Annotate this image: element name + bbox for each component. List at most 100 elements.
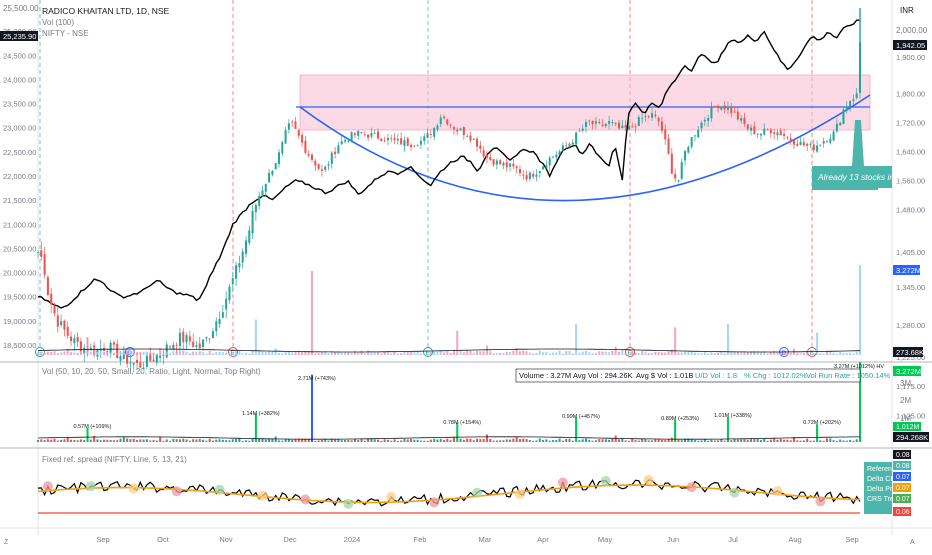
volume-bar-pane (433, 438, 436, 442)
candle-body (492, 158, 495, 165)
volume-bar-pane (254, 413, 257, 442)
candle-body (789, 138, 792, 141)
volume-bar-pane (502, 440, 505, 442)
candle-body (36, 252, 40, 254)
candle-body (594, 121, 597, 124)
candle (211, 328, 214, 339)
right-axis-tick: 1,480.00 (896, 206, 925, 215)
candle (763, 123, 766, 136)
candle (390, 134, 393, 143)
candle (400, 132, 403, 145)
volume-bar (809, 353, 812, 355)
left-axis-tick: 23,000.00 (3, 124, 36, 133)
candle (357, 130, 360, 140)
candle (301, 131, 304, 148)
candle-body (116, 343, 119, 359)
pane2-last-tag (893, 366, 921, 376)
pane3-val-2: 0.08 (896, 463, 910, 470)
volume-bar-pane (690, 439, 693, 442)
volume-bar (482, 351, 485, 355)
candle-body (459, 128, 462, 131)
candle (129, 353, 132, 371)
candle (825, 140, 829, 144)
candle (459, 127, 462, 132)
candle (489, 151, 492, 161)
candle (505, 157, 508, 172)
volume-bar (842, 353, 845, 355)
candle (56, 306, 59, 333)
candle (565, 141, 568, 149)
timezone-z[interactable]: Z (4, 539, 9, 546)
candle (310, 152, 314, 163)
candle (700, 120, 703, 133)
pane3-legend-4: CRS Trer (867, 496, 897, 503)
volume-bar-pane (667, 439, 670, 442)
volume-bar-pane (429, 439, 432, 442)
volume-bar-pane (202, 439, 205, 442)
candle (766, 128, 769, 131)
pane2-ud-tag (893, 422, 921, 431)
candle-body (449, 124, 452, 126)
candle-body (743, 117, 746, 124)
volume-spike-labels: 0.57M (+109%) 1.14M (+382%) 2.71M (+743%) 0… (74, 364, 885, 430)
volume-bar (730, 352, 733, 355)
candle-body (165, 344, 168, 358)
volume-bar-pane (136, 439, 139, 442)
candle-body (839, 122, 842, 126)
stat-avg-dollar-vol: Avg $ Vol : 1.01B (636, 371, 693, 380)
candle (337, 141, 340, 154)
candle (512, 159, 515, 169)
volume-bar (700, 353, 703, 355)
candle-body (287, 123, 290, 130)
volume-bar-pane (162, 440, 165, 442)
candle-body (56, 315, 59, 327)
cup-curve (299, 94, 871, 202)
candle-body (373, 132, 376, 134)
volume-bar-pane (819, 440, 822, 442)
candle-body (377, 131, 380, 139)
volume-bar-pane (380, 440, 383, 442)
candle (677, 179, 680, 184)
volume-bar (542, 352, 545, 355)
candle-body (145, 355, 148, 367)
volume-bar (416, 352, 419, 355)
candle (581, 124, 584, 133)
volume-bar-pane (789, 440, 792, 442)
candle (215, 317, 218, 337)
auto-scale-a[interactable]: A (910, 539, 915, 546)
candle-body (769, 129, 772, 134)
candle-body (426, 132, 429, 138)
volume-bar-pane (624, 440, 627, 442)
candle-body (779, 130, 782, 136)
candle (604, 122, 607, 129)
volume-bar-pane (548, 440, 551, 442)
volume-average-line-pane (37, 436, 860, 440)
spread-dot (300, 494, 311, 505)
volume-bar (776, 352, 779, 355)
candle (756, 132, 759, 138)
candle-body (69, 336, 73, 342)
candle-body (337, 145, 340, 154)
time-axis-label: Oct (157, 535, 170, 544)
volume-bar-pane (647, 440, 650, 442)
volume-bar-pane (139, 439, 142, 442)
volume-bar (492, 353, 495, 355)
volume-bar (264, 352, 267, 355)
candle-body (221, 312, 224, 318)
volume-bar-pane (505, 439, 508, 442)
candle-body (703, 119, 706, 122)
candle (499, 158, 502, 166)
volume-bar (439, 351, 442, 355)
candle (350, 131, 353, 143)
candle-body (112, 342, 115, 345)
volume-bar-pane (822, 440, 825, 442)
volume-bar-pane (753, 438, 756, 442)
volume-bar (380, 353, 383, 355)
volume-bar (334, 352, 337, 355)
volume-bar (152, 352, 155, 355)
volume-bar-pane (664, 440, 667, 442)
volume-bar (588, 352, 591, 355)
volume-bar (155, 353, 158, 355)
volume-bar (301, 352, 304, 355)
